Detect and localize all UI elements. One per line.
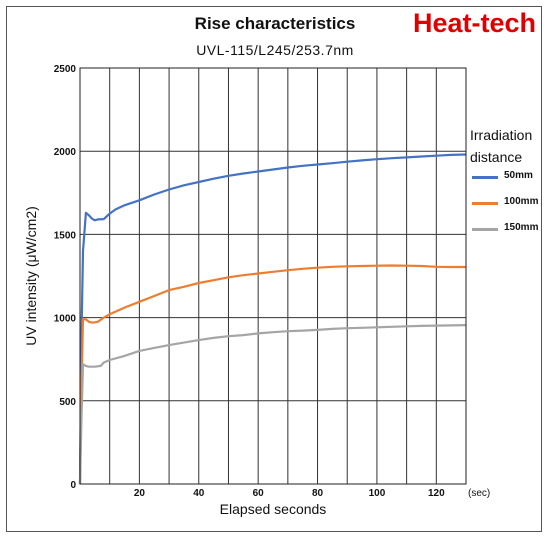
x-axis-ticks: 20 40 60 80 100 120 (134, 488, 445, 499)
legend-title: Irradiation distance (470, 127, 533, 165)
y-tick-label: 500 (59, 397, 76, 408)
x-tick-label: 20 (134, 488, 146, 499)
y-axis-label: UV intensity (μW/cm2) (23, 206, 39, 346)
y-axis-ticks: 0 500 1000 1500 2000 2500 (54, 64, 77, 491)
legend-swatch (472, 202, 498, 205)
x-axis-unit: (sec) (468, 488, 490, 499)
legend-label: 50mm (504, 170, 533, 181)
y-tick-label: 2500 (54, 64, 77, 75)
y-tick-label: 0 (70, 480, 76, 491)
x-tick-label: 80 (312, 488, 324, 499)
x-axis-label: Elapsed seconds (220, 501, 327, 517)
series-layer (78, 153, 467, 485)
y-tick-label: 1000 (54, 314, 77, 325)
x-tick-label: 40 (193, 488, 205, 499)
chart-subtitle: UVL-115/L245/253.7nm (196, 42, 354, 58)
series-line-100mm (78, 264, 466, 485)
plot-border (79, 67, 467, 485)
series-line-150mm (78, 324, 467, 485)
grid (80, 68, 466, 484)
chart-title: Rise characteristics (194, 14, 356, 33)
x-tick-label: 60 (253, 488, 265, 499)
y-tick-label: 1500 (54, 230, 77, 241)
chart-frame (6, 6, 542, 532)
legend-swatch (472, 176, 498, 179)
x-tick-label: 120 (428, 488, 445, 499)
brand-logo: Heat-tech (412, 8, 536, 38)
legend-label: 150mm (504, 222, 539, 233)
legend-label: 100mm (504, 196, 539, 207)
x-tick-label: 100 (369, 488, 386, 499)
y-tick-label: 2000 (54, 147, 77, 158)
legend-swatch (472, 228, 498, 231)
series-line-50mm (78, 153, 467, 485)
